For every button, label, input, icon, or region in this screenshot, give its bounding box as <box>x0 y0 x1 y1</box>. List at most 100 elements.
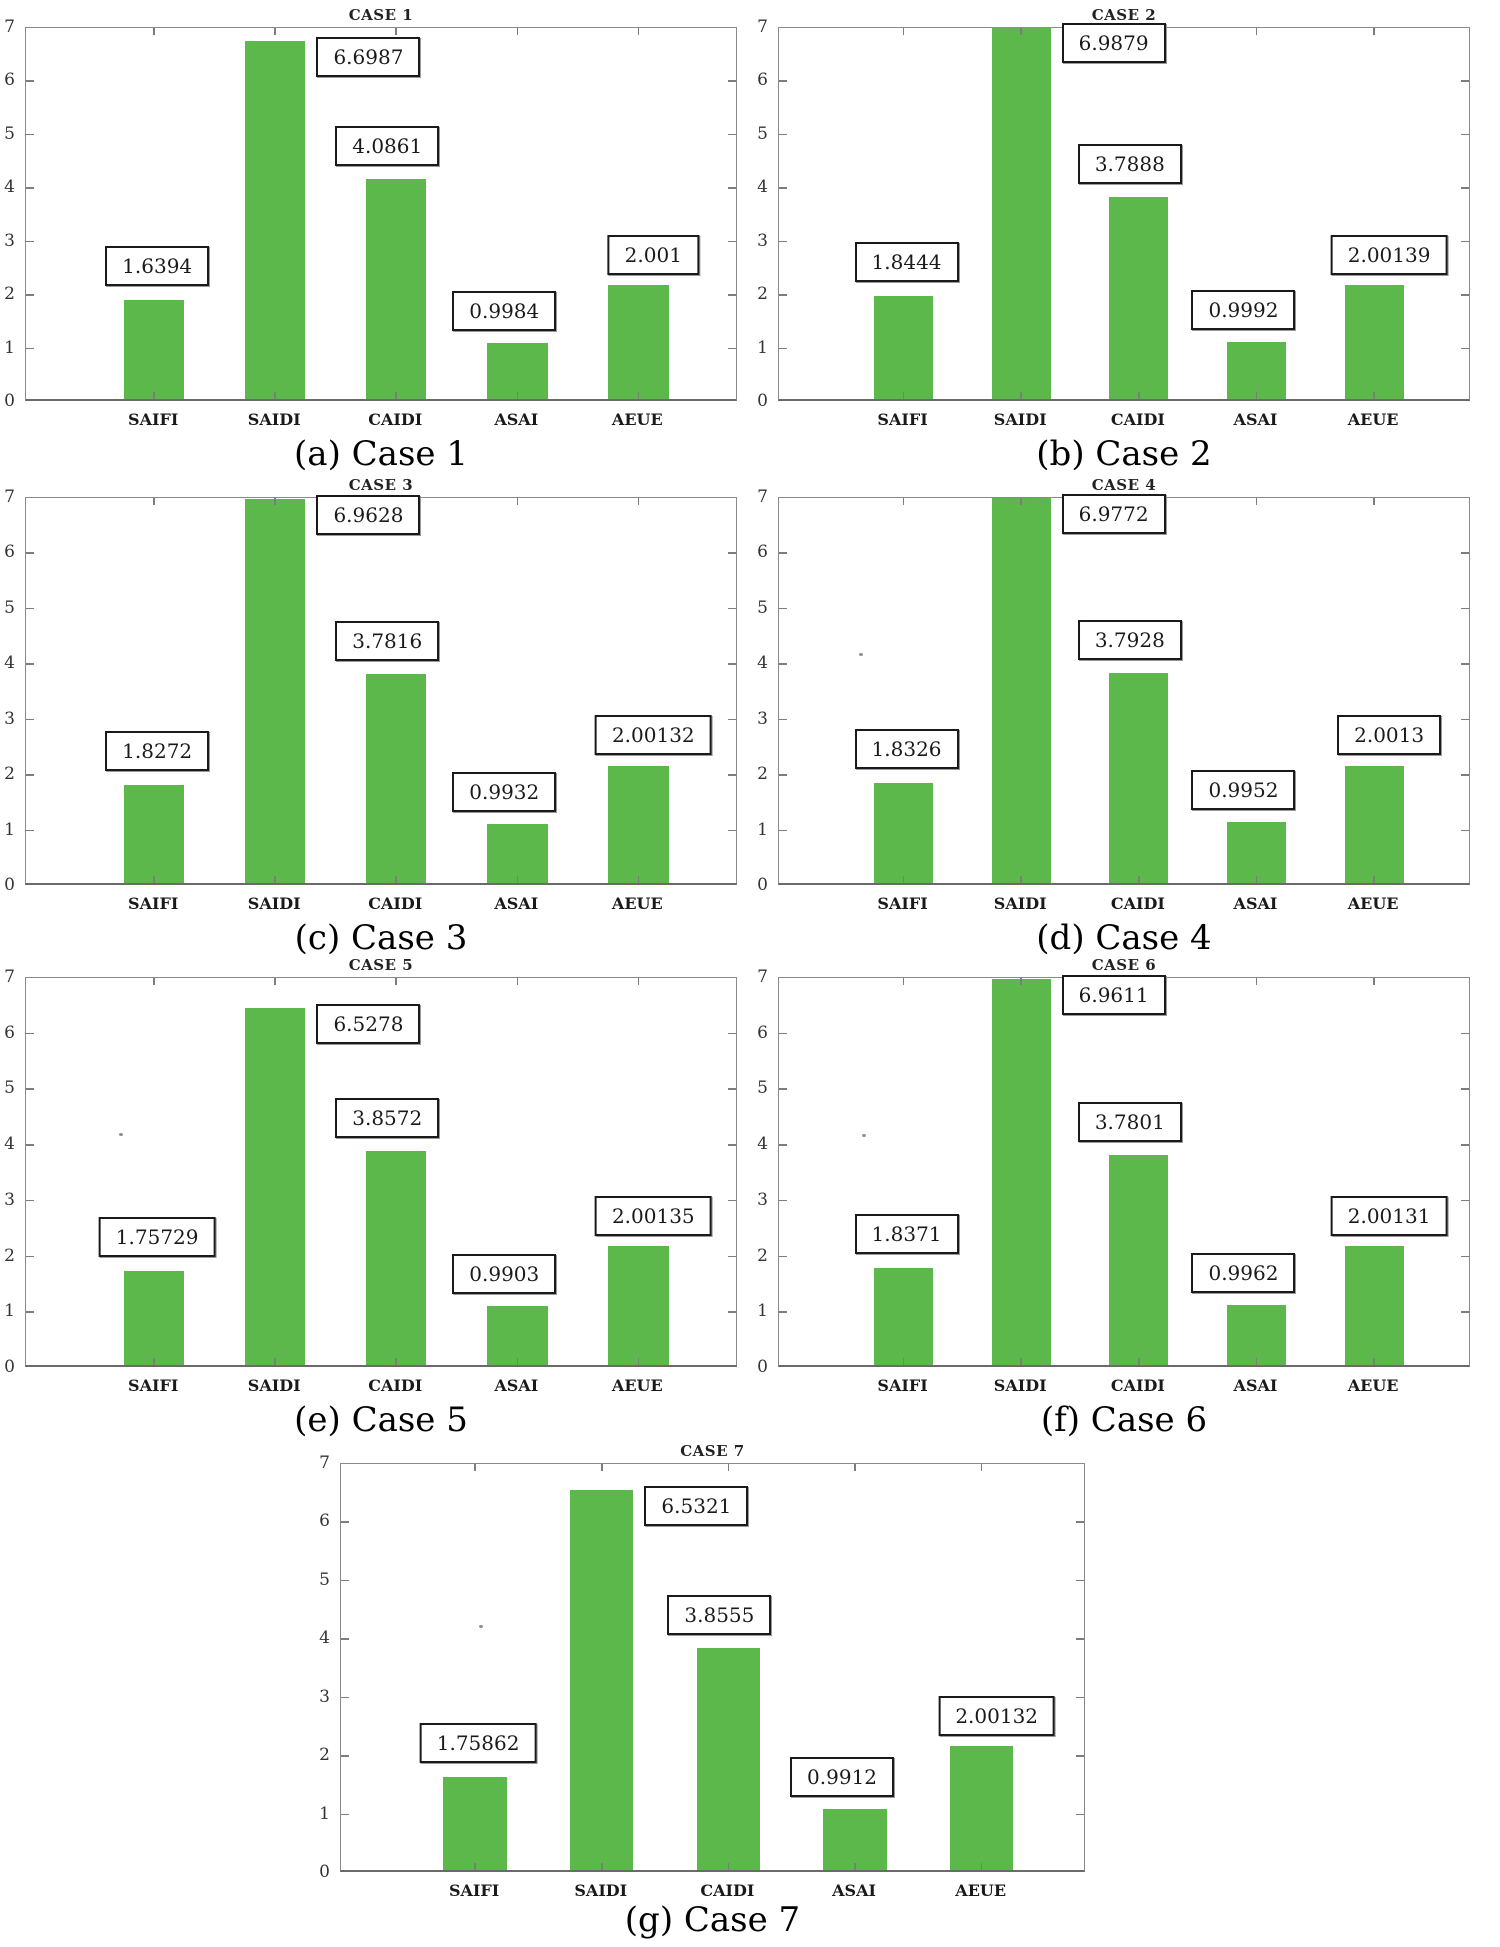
y-tick-label: 0 <box>4 391 15 411</box>
y-tick <box>779 133 787 136</box>
y-tick <box>779 187 787 189</box>
x-tick <box>274 876 276 883</box>
value-label-box-asai: 0.9962 <box>1191 1253 1296 1294</box>
x-tick <box>153 876 155 883</box>
subfigure-caption: (c) Case 3 <box>294 918 468 958</box>
y-tick <box>1076 1696 1084 1699</box>
value-label-box-aeue: 2.00139 <box>1330 235 1448 276</box>
value-label-box-caidi: 3.8555 <box>667 1594 772 1635</box>
y-tick <box>1461 552 1469 554</box>
chart-title: CASE 4 <box>1091 476 1157 494</box>
x-tick <box>1020 978 1022 985</box>
bar-saidi <box>244 498 306 883</box>
x-tick <box>395 28 397 35</box>
y-tick <box>728 80 736 82</box>
subfigure-caption: (e) Case 5 <box>294 1400 468 1440</box>
y-tick-label: 5 <box>4 1078 15 1099</box>
value-label-box-saifi: 1.75862 <box>419 1722 537 1763</box>
x-tick <box>1373 392 1375 399</box>
bar-aeue <box>1344 285 1404 399</box>
y-tick <box>728 240 736 243</box>
y-tick <box>1076 1755 1084 1757</box>
y-tick <box>341 1579 349 1582</box>
value-label-box-saidi: 6.5278 <box>316 1004 421 1045</box>
category-label-caidi: CAIDI <box>1110 410 1165 429</box>
bar-caidi <box>1109 196 1169 399</box>
y-tick <box>728 552 736 554</box>
x-tick <box>1020 876 1022 883</box>
y-tick-label: 4 <box>4 177 15 198</box>
category-label-caidi: CAIDI <box>1110 894 1165 913</box>
y-tick <box>26 80 34 82</box>
y-tick-label: 5 <box>4 123 15 144</box>
category-label-saifi: SAIFI <box>877 1376 928 1395</box>
bar-aeue <box>1344 1246 1404 1365</box>
bar-caidi <box>696 1647 761 1870</box>
chart-title: CASE 2 <box>1091 6 1157 24</box>
y-tick-label: 3 <box>4 708 15 729</box>
y-tick-label: 4 <box>757 1134 768 1155</box>
y-tick <box>1461 240 1469 243</box>
value-label-box-asai: 0.9952 <box>1191 770 1296 811</box>
x-tick <box>516 498 519 505</box>
bar-asai <box>1227 822 1286 883</box>
category-label-caidi: CAIDI <box>700 1881 755 1900</box>
x-tick <box>637 978 640 985</box>
y-tick-label: 1 <box>757 819 768 840</box>
y-tick-label: 3 <box>4 1189 15 1210</box>
y-tick <box>779 829 787 832</box>
category-label-aeue: AEUE <box>611 1376 663 1395</box>
bar-saidi <box>570 1490 634 1870</box>
x-tick <box>1255 1358 1258 1365</box>
x-tick <box>153 498 155 505</box>
category-label-caidi: CAIDI <box>368 1376 423 1395</box>
y-tick <box>779 294 787 296</box>
value-label-box-saifi: 1.8272 <box>105 731 210 772</box>
y-tick-label: 7 <box>319 1453 330 1473</box>
y-tick <box>1461 1255 1469 1258</box>
x-tick <box>1255 28 1258 35</box>
y-tick <box>728 718 736 721</box>
y-tick <box>1461 829 1469 832</box>
x-tick <box>1373 498 1375 505</box>
category-label-asai: ASAI <box>494 410 539 429</box>
y-tick-label: 2 <box>4 1245 15 1266</box>
category-label-saifi: SAIFI <box>877 894 928 913</box>
y-tick <box>26 663 34 665</box>
x-tick <box>637 1358 640 1365</box>
category-label-saidi: SAIDI <box>247 894 301 913</box>
value-label-box-caidi: 3.7801 <box>1077 1101 1182 1142</box>
category-label-caidi: CAIDI <box>368 410 423 429</box>
x-tick <box>1255 876 1258 883</box>
bar-saidi <box>244 1008 306 1365</box>
x-tick <box>474 1464 476 1471</box>
y-tick <box>26 1311 34 1313</box>
y-tick <box>728 829 736 832</box>
y-tick-label: 7 <box>757 967 768 987</box>
y-tick-label: 1 <box>4 337 15 358</box>
value-label-box-saifi: 1.8444 <box>854 242 959 283</box>
value-label-box-aeue: 2.00135 <box>594 1196 712 1237</box>
category-label-saidi: SAIDI <box>993 410 1047 429</box>
y-tick <box>26 133 34 136</box>
y-tick <box>1461 718 1469 721</box>
y-tick <box>728 1144 736 1146</box>
y-tick-label: 7 <box>757 487 768 507</box>
artifact-speck <box>478 1624 483 1628</box>
category-label-aeue: AEUE <box>1347 894 1399 913</box>
x-tick <box>1255 978 1258 985</box>
y-tick-label: 6 <box>757 70 768 91</box>
y-tick-label: 1 <box>319 1803 330 1824</box>
bar-asai <box>1227 341 1286 399</box>
y-tick <box>26 774 34 776</box>
y-tick-label: 3 <box>319 1686 330 1707</box>
bar-aeue <box>608 1246 669 1365</box>
category-label-saidi: SAIDI <box>247 410 301 429</box>
bar-saifi <box>123 300 185 399</box>
x-tick <box>395 978 397 985</box>
category-label-asai: ASAI <box>1233 894 1278 913</box>
x-tick <box>1138 876 1140 883</box>
x-tick <box>395 392 397 399</box>
y-tick <box>1461 663 1469 665</box>
